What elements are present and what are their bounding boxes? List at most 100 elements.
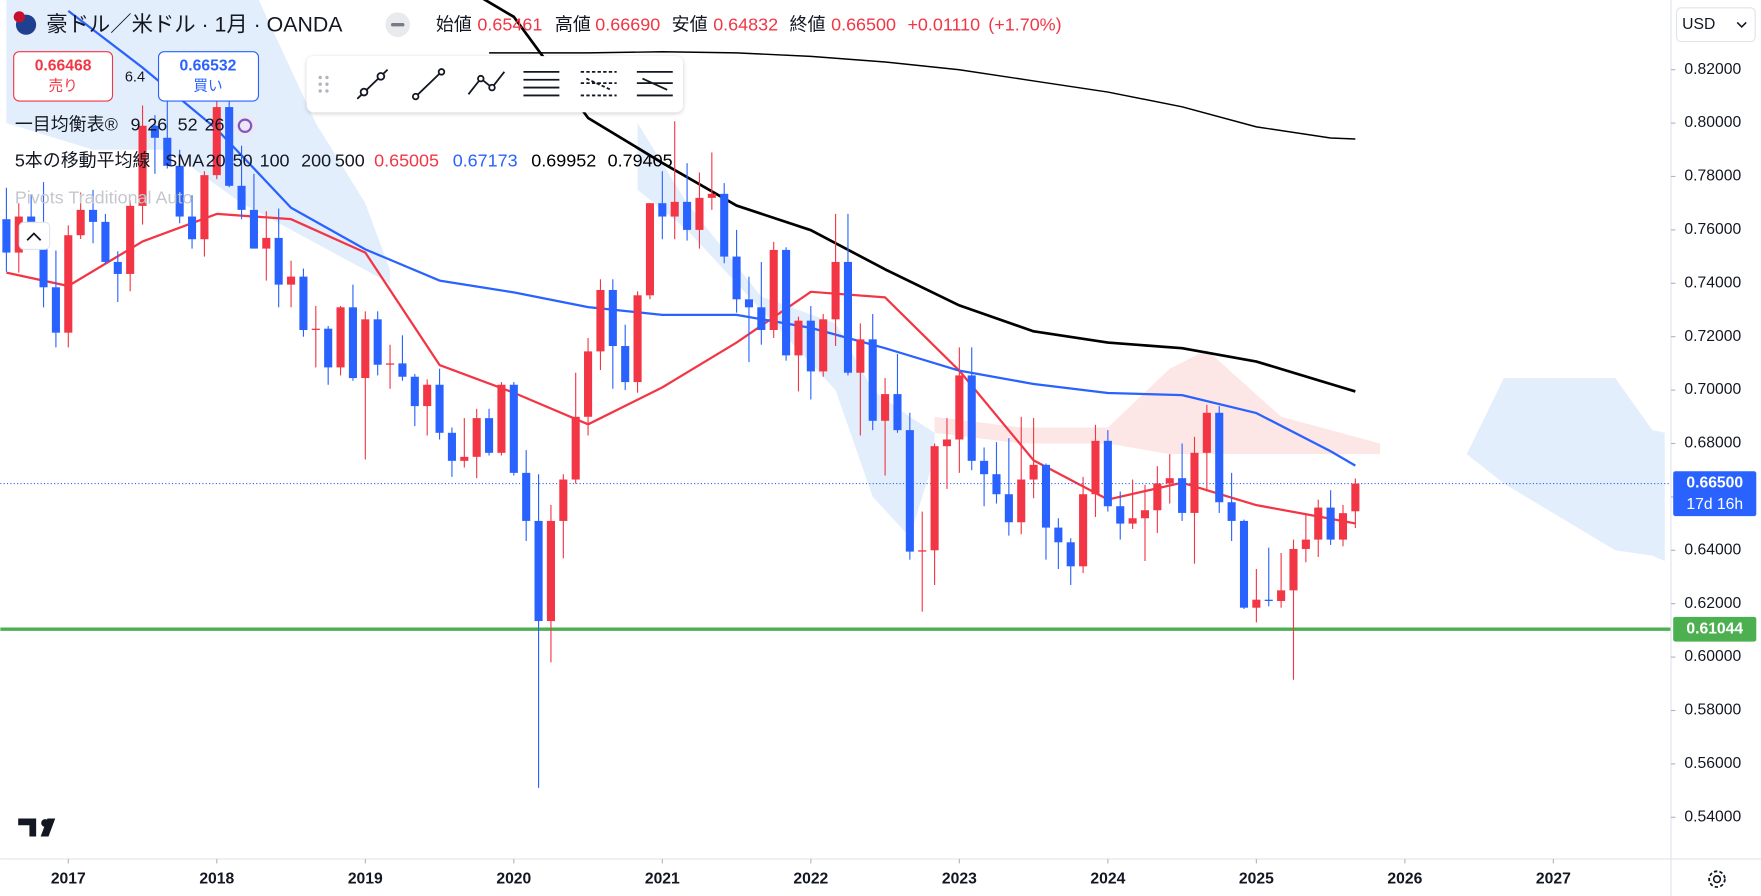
tool-path[interactable] [467,71,506,95]
candle-body [447,432,456,461]
candle-body [113,261,122,274]
candle-body [200,175,209,240]
candle-body [843,261,853,373]
sma-period: 500 [335,150,365,170]
candle-body [769,249,778,331]
candle-body [1178,478,1187,513]
candle-body [967,375,976,461]
x-tick-label: 2022 [793,870,828,887]
candle-body [1140,510,1150,519]
candle-body [942,439,952,447]
candle-body [1190,452,1199,513]
currency-select[interactable] [1676,7,1756,43]
ohlc-value: 0.65461 [477,15,542,35]
candle-body [1079,494,1088,567]
tool-regression[interactable] [636,70,673,97]
settings-button[interactable] [1708,870,1726,888]
y-tick-label: 0.80000 [1684,114,1741,131]
y-tick-label: 0.68000 [1684,435,1741,452]
candle-body [534,520,543,622]
moving-averages [0,0,1671,631]
legend-toggle[interactable] [18,221,51,250]
candle-body [930,446,939,551]
y-tick-label: 0.76000 [1684,221,1741,238]
legend-toggle-icon [26,232,42,241]
sma-line [482,0,1356,393]
ohlc-change: +0.01110 [907,15,980,35]
drawing-toolbar [306,56,683,113]
candle-body [76,209,85,236]
symbol-title[interactable]: 豪ドル／米ドル · 1月 · OANDA [46,12,343,36]
candle-body [423,384,432,407]
candle-body [101,221,110,262]
tool-parallel[interactable] [580,70,617,97]
sma-last-value: 0.65005 [374,150,439,170]
candle-body [782,249,791,356]
candle-body [683,201,692,230]
ohlc-value: 0.64832 [713,15,778,35]
candle-body [905,430,914,552]
ohlc-value: 0.66500 [831,15,896,35]
candle-body [1239,520,1249,608]
sma-period: 50 [233,150,253,170]
tool-ray[interactable] [412,68,445,100]
drag-handle[interactable] [318,75,329,93]
pivots-legend[interactable]: Pivots Traditional Auto [15,187,193,207]
candle-body [225,107,234,186]
candle-body [497,384,506,453]
candle-body [980,460,989,475]
buy-button[interactable] [157,51,260,102]
candle-body [299,276,308,331]
sma-period: 20 [206,150,226,170]
ohlc-label: 安値 [672,15,708,35]
x-tick-label: 2019 [348,870,383,887]
candle-body [509,384,518,473]
candle-body [1264,599,1273,602]
countdown-label: 17d 16h [1686,496,1743,513]
refresh-button[interactable] [233,114,257,137]
candle-body [1252,599,1261,608]
candle-body [1289,548,1298,591]
horizontal-line-label: 0.61044 [1686,620,1743,637]
candle-body [163,137,172,166]
candle-body [1128,518,1137,524]
y-tick-label: 0.82000 [1684,61,1741,78]
candle-body [1153,483,1162,511]
y-tick-label: 0.58000 [1684,702,1741,719]
candle-body [1227,502,1236,521]
cloud-segment [934,350,1381,455]
sma-period: 200 [301,150,331,170]
candle-body [2,219,11,253]
candle-body [1202,412,1211,453]
candle-body [522,472,531,521]
candle-body [472,418,481,457]
y-tick-label: 0.70000 [1684,381,1741,398]
sma-last-value: 0.79405 [608,150,673,170]
x-tick-label: 2017 [51,870,86,887]
candle-body [707,193,716,198]
candle-body [732,256,741,300]
y-tick-label: 0.72000 [1684,328,1741,345]
study-legends: 一目均衡表® 9 26 52 26 5本の移動平均線 SMA 20 50 100 200 500 0.6… [15,115,673,171]
candle-body [249,209,258,249]
candle-body [1338,513,1348,540]
refresh-icon [237,118,253,134]
tool-fib[interactable] [523,70,560,97]
ichimoku-param: 9 [130,115,140,135]
y-tick-label: 0.62000 [1684,595,1741,612]
candle-body [410,376,419,407]
sell-button[interactable] [13,51,114,102]
candle-body [831,261,840,320]
candle-body [1103,440,1112,507]
candle-body [1091,440,1100,495]
sma-last-value: 0.67173 [453,150,518,170]
currency-chevron [1736,21,1747,29]
last-price-label-bg [1673,471,1757,517]
candle-body [373,319,382,365]
y-tick-label: 0.74000 [1684,274,1741,291]
ohlc-change-pct: (+1.70%) [988,15,1061,35]
candle-body [324,328,333,368]
candle-body [695,197,704,230]
